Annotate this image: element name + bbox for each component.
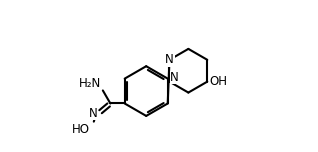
Text: N: N [170,71,179,84]
Text: HO: HO [72,123,90,136]
Text: H₂N: H₂N [79,77,101,90]
Text: N: N [89,107,98,120]
Text: N: N [165,53,174,66]
Text: OH: OH [209,75,227,88]
